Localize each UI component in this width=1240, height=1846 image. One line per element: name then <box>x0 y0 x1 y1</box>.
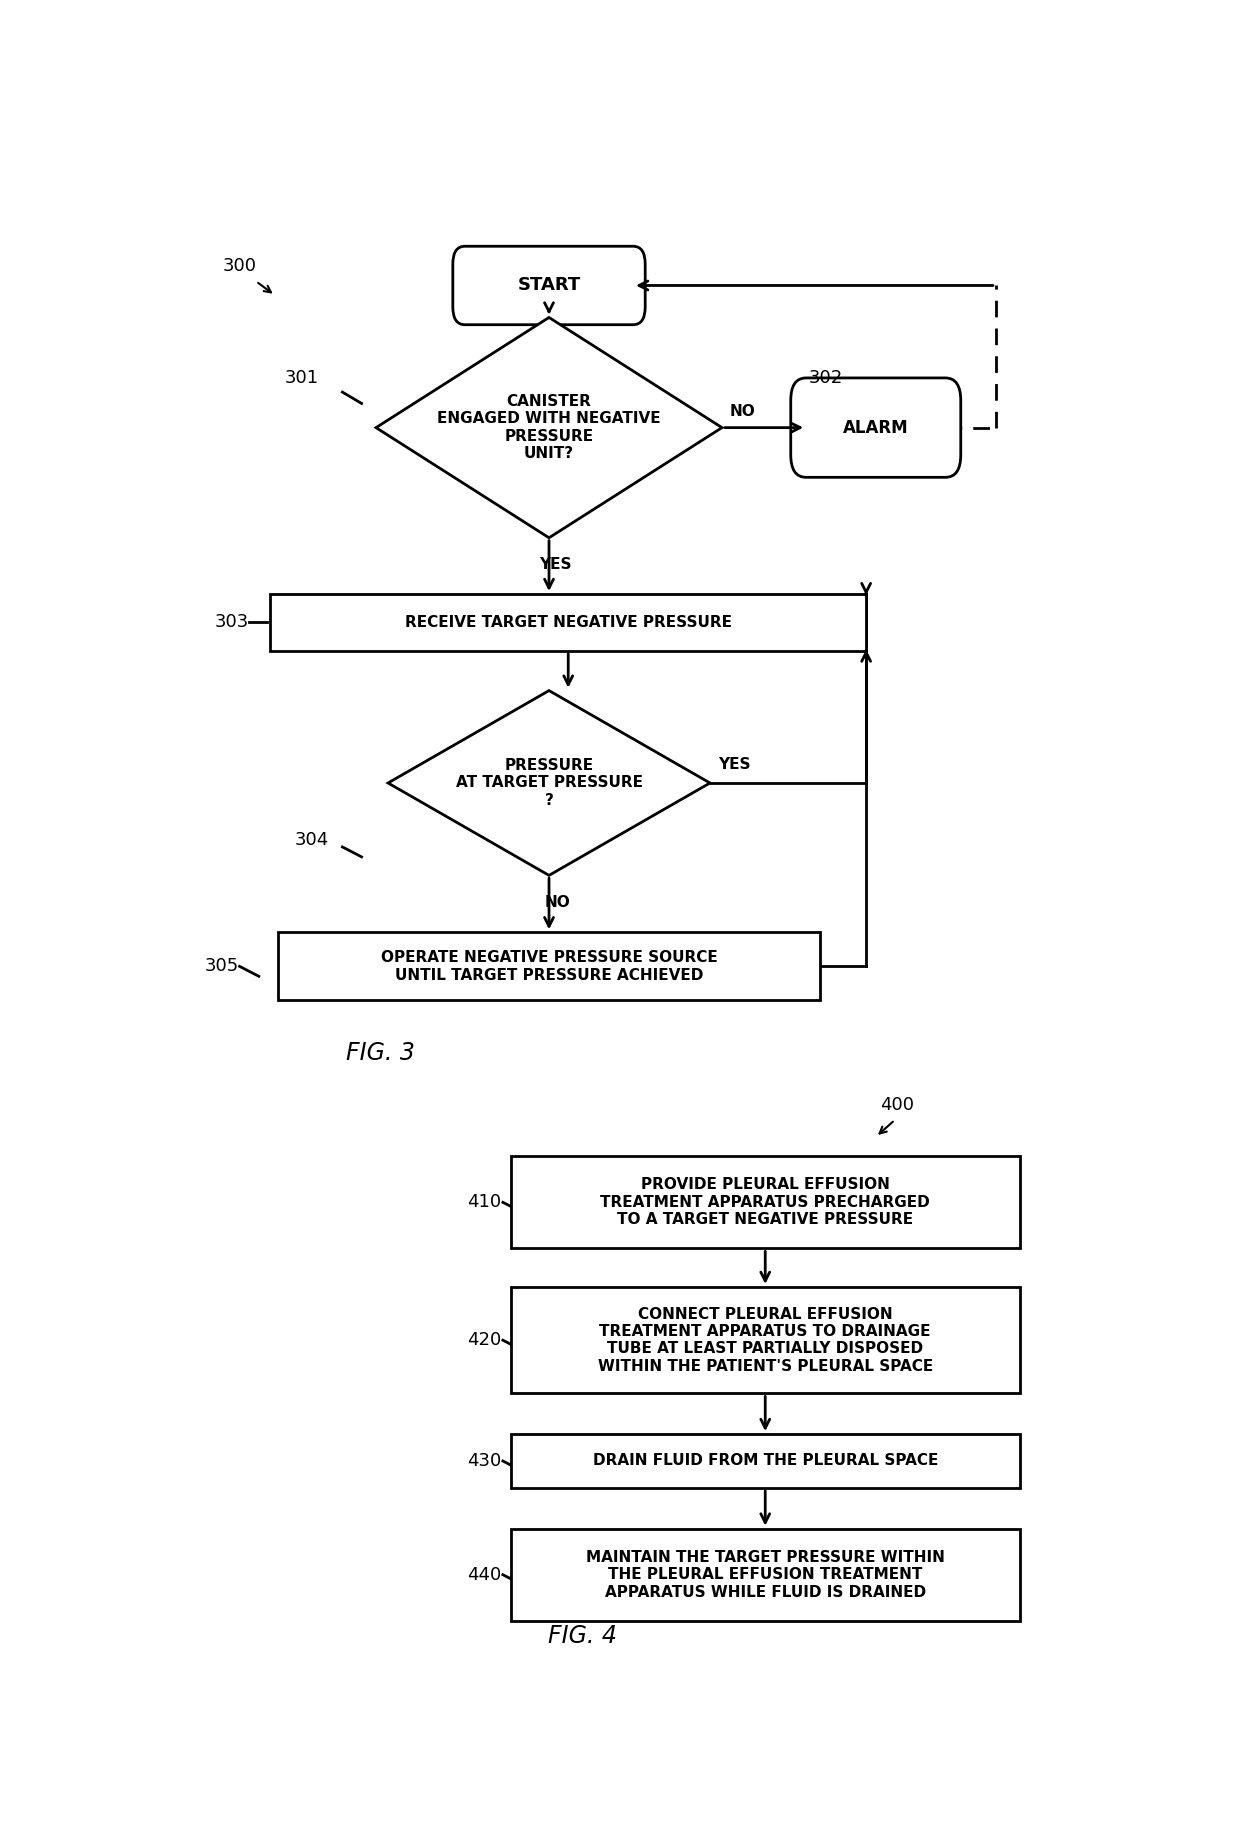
Bar <box>270 594 867 652</box>
Text: YES: YES <box>718 757 750 772</box>
Polygon shape <box>376 318 722 537</box>
Text: PRESSURE
AT TARGET PRESSURE
?: PRESSURE AT TARGET PRESSURE ? <box>455 759 642 809</box>
Text: 303: 303 <box>215 613 249 631</box>
Bar <box>511 1434 1021 1488</box>
Text: 305: 305 <box>205 958 239 975</box>
Text: 304: 304 <box>294 831 329 849</box>
Bar <box>511 1156 1021 1248</box>
Text: 400: 400 <box>880 1097 915 1113</box>
Text: OPERATE NEGATIVE PRESSURE SOURCE
UNTIL TARGET PRESSURE ACHIEVED: OPERATE NEGATIVE PRESSURE SOURCE UNTIL T… <box>381 951 718 982</box>
Text: NO: NO <box>729 404 755 419</box>
Text: CANISTER
ENGAGED WITH NEGATIVE
PRESSURE
UNIT?: CANISTER ENGAGED WITH NEGATIVE PRESSURE … <box>438 393 661 462</box>
Text: YES: YES <box>539 557 572 572</box>
Text: 300: 300 <box>222 257 257 275</box>
Text: FIG. 3: FIG. 3 <box>346 1041 415 1065</box>
Polygon shape <box>388 690 711 875</box>
Text: 420: 420 <box>467 1331 501 1349</box>
Text: NO: NO <box>544 895 570 910</box>
Text: ALARM: ALARM <box>843 419 909 438</box>
Text: PROVIDE PLEURAL EFFUSION
TREATMENT APPARATUS PRECHARGED
TO A TARGET NEGATIVE PRE: PROVIDE PLEURAL EFFUSION TREATMENT APPAR… <box>600 1178 930 1228</box>
Bar <box>511 1287 1021 1394</box>
Text: 410: 410 <box>467 1193 501 1211</box>
FancyBboxPatch shape <box>791 378 961 478</box>
Text: CONNECT PLEURAL EFFUSION
TREATMENT APPARATUS TO DRAINAGE
TUBE AT LEAST PARTIALLY: CONNECT PLEURAL EFFUSION TREATMENT APPAR… <box>598 1307 932 1373</box>
FancyBboxPatch shape <box>453 246 645 325</box>
Text: 301: 301 <box>285 369 319 388</box>
Text: MAINTAIN THE TARGET PRESSURE WITHIN
THE PLEURAL EFFUSION TREATMENT
APPARATUS WHI: MAINTAIN THE TARGET PRESSURE WITHIN THE … <box>585 1551 945 1600</box>
Text: RECEIVE TARGET NEGATIVE PRESSURE: RECEIVE TARGET NEGATIVE PRESSURE <box>404 615 732 629</box>
Bar <box>511 1528 1021 1621</box>
Text: FIG. 4: FIG. 4 <box>548 1624 618 1648</box>
Text: 440: 440 <box>467 1565 501 1584</box>
Bar <box>278 932 821 1001</box>
Text: 302: 302 <box>808 369 843 388</box>
Text: 430: 430 <box>467 1453 501 1469</box>
Text: DRAIN FLUID FROM THE PLEURAL SPACE: DRAIN FLUID FROM THE PLEURAL SPACE <box>593 1453 937 1469</box>
Text: START: START <box>517 277 580 295</box>
